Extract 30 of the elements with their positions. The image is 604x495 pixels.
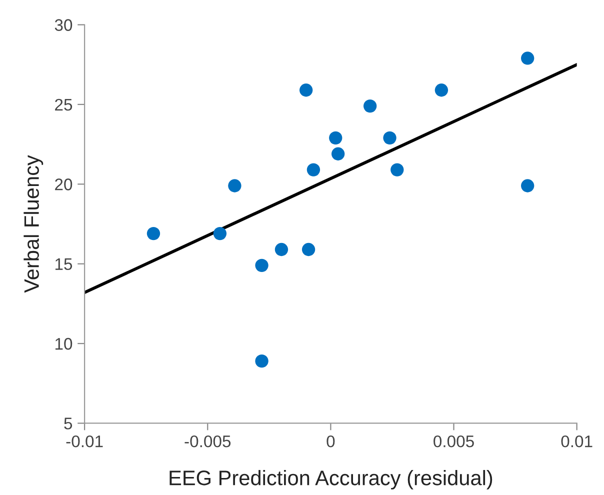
y-tick-label: 15 <box>55 258 72 270</box>
y-axis-title: Verbal Fluency <box>24 155 44 293</box>
y-tick-label: 25 <box>55 98 72 111</box>
x-tick-label: 0 <box>326 435 335 448</box>
y-tick-label: 20 <box>55 178 72 190</box>
point <box>383 131 396 145</box>
point <box>213 226 227 240</box>
point <box>331 147 345 160</box>
y-tick-label: 10 <box>55 338 72 350</box>
point <box>434 84 448 97</box>
x-axis-title: EEG Prediction Accuracy (residual) <box>170 470 492 490</box>
point <box>255 354 268 368</box>
point <box>329 131 342 145</box>
y-tick-label: 30 <box>54 19 72 31</box>
point <box>274 242 288 256</box>
point <box>302 242 316 256</box>
x-tick-label: -0.005 <box>184 435 231 448</box>
point <box>306 163 320 176</box>
point <box>299 84 313 97</box>
point <box>146 226 160 240</box>
point <box>255 258 268 272</box>
point <box>363 99 377 113</box>
point <box>390 163 404 176</box>
x-tick-label: 0.005 <box>434 435 474 448</box>
point <box>521 179 534 192</box>
x-tick-label: -0.01 <box>66 435 103 448</box>
point <box>228 179 242 192</box>
x-tick-label: 0.01 <box>561 435 592 448</box>
y-tick-label: 5 <box>64 418 72 430</box>
point <box>521 52 534 65</box>
